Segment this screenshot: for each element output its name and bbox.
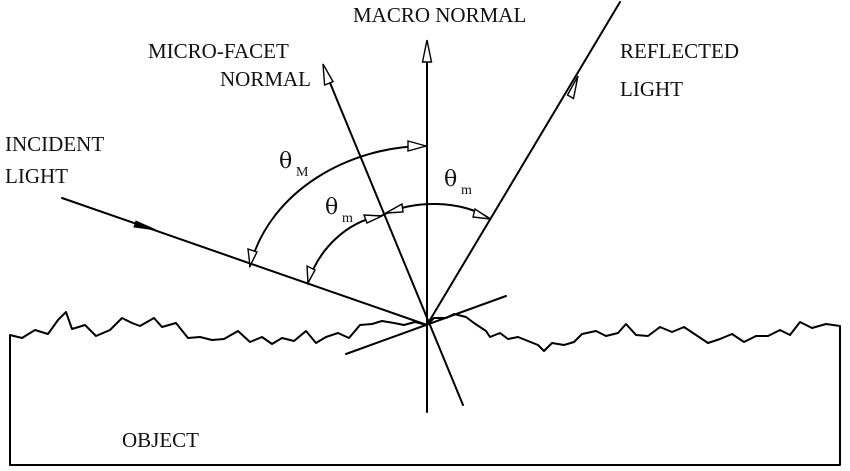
theta-m-right-symbol: θ xyxy=(444,167,457,192)
incident-light-label-line2: LIGHT xyxy=(5,164,68,188)
theta-m-left-subscript: m xyxy=(342,211,353,226)
reflected-light-label-line1: REFLECTED xyxy=(620,39,739,63)
theta-m-right-subscript: m xyxy=(461,183,472,198)
macro-normal-label: MACRO NORMAL xyxy=(353,3,526,27)
theta-M-symbol: θ xyxy=(279,149,292,174)
micro-facet-normal-label-line2: NORMAL xyxy=(220,67,311,91)
reflected-light-arrowhead xyxy=(566,75,579,100)
theta-M-arrowhead-top xyxy=(407,140,429,152)
reflected-light-ray xyxy=(426,1,621,326)
micro-facet-normal-line xyxy=(327,77,464,406)
incident-light-ray xyxy=(61,197,428,326)
theta-m-left-arrowhead-bottom xyxy=(306,264,316,286)
theta-m-right-arrowhead-right xyxy=(472,207,491,220)
reflected-light-label-line2: LIGHT xyxy=(620,77,683,101)
micro-facet-normal-label-line1: MICRO-FACET xyxy=(148,39,289,63)
theta-M-arrowhead-bottom xyxy=(247,247,258,269)
incident-light-arrowhead xyxy=(133,220,157,231)
object-label: OBJECT xyxy=(122,428,199,452)
theta-m-left-symbol: θ xyxy=(325,195,338,220)
theta-m-left-arc xyxy=(307,215,381,284)
theta-m-right-arrowhead-left xyxy=(385,202,404,214)
macro-normal-arrowhead xyxy=(421,39,433,63)
theta-m-left-arrowhead-top xyxy=(362,214,383,224)
incident-light-label-line1: INCIDENT xyxy=(5,132,104,156)
theta-M-arc xyxy=(249,145,427,267)
object-body-outline xyxy=(9,311,841,466)
theta-M-subscript: M xyxy=(296,165,309,180)
micro-facet-normal-arrowhead xyxy=(322,63,335,86)
